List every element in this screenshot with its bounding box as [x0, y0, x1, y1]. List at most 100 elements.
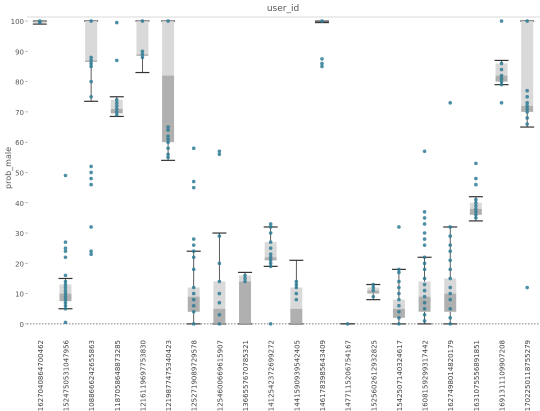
data-point: [474, 176, 478, 181]
box-lower-half: [239, 281, 252, 324]
data-point: [268, 225, 273, 229]
box-1441590939542405: [289, 259, 304, 325]
box-lower-half: [444, 293, 457, 312]
box-1608159299317442: [417, 149, 432, 325]
data-point: [166, 152, 170, 157]
data-point: [217, 300, 222, 305]
x-tick-label: 1542507140324617: [396, 340, 404, 411]
data-point: [397, 316, 401, 320]
data-point: [320, 19, 324, 23]
data-point: [397, 309, 401, 314]
data-point: [268, 322, 273, 326]
x-tick-label: 1702250118755279: [524, 340, 532, 411]
data-point: [63, 282, 68, 287]
y-tick-label: 50: [15, 169, 24, 177]
data-point: [320, 61, 324, 66]
data-point: [448, 243, 453, 247]
data-point: [422, 313, 427, 317]
x-tick-label: 1088666242655863: [88, 340, 96, 411]
data-point: [474, 210, 478, 214]
box-upper-half: [521, 21, 534, 106]
box-1461783985643409: [314, 19, 329, 69]
data-point: [499, 76, 504, 81]
box-lower-half: [162, 75, 175, 143]
box-1524750531047956: [58, 173, 73, 325]
data-point: [89, 55, 93, 60]
x-tick-label: 1631075556891851: [473, 340, 481, 411]
data-point: [525, 122, 529, 126]
data-point: [422, 267, 427, 272]
data-point: [268, 258, 273, 263]
data-point: [474, 161, 478, 166]
x-tick-label: 1524750531047956: [62, 339, 70, 411]
data-point: [63, 291, 68, 296]
data-point: [422, 294, 427, 299]
data-point: [448, 276, 453, 281]
box-1219877475340423: [161, 19, 176, 161]
data-point: [166, 134, 170, 138]
data-point: [114, 97, 119, 102]
data-point: [448, 101, 453, 105]
data-point: [422, 261, 427, 266]
data-point: [114, 58, 119, 63]
data-point: [268, 252, 273, 257]
box-upper-half: [162, 21, 175, 76]
data-point: [114, 113, 119, 117]
y-tick-label: 0: [20, 321, 24, 329]
data-point: [89, 225, 93, 229]
data-point: [217, 322, 222, 326]
y-tick-label: 40: [15, 200, 24, 208]
data-point: [63, 273, 68, 278]
box-series: [32, 19, 535, 326]
x-tick-label: 1187058648873285: [114, 340, 122, 411]
x-tick-label: 1627498014820179: [447, 340, 455, 411]
data-point: [448, 316, 453, 320]
data-point: [166, 140, 170, 144]
data-point: [525, 110, 529, 114]
data-point: [422, 255, 427, 260]
data-point: [191, 291, 196, 296]
data-point: [166, 19, 170, 23]
data-point: [63, 279, 68, 284]
data-point: [63, 288, 68, 293]
data-point: [499, 19, 504, 23]
box-1366557670785321: [238, 271, 253, 325]
data-point: [320, 64, 324, 69]
box-1216119697753830: [135, 19, 150, 74]
data-point: [140, 49, 145, 54]
data-point: [268, 261, 273, 266]
data-point: [191, 255, 196, 260]
data-point: [474, 213, 478, 217]
data-point: [525, 104, 529, 108]
data-point: [499, 82, 504, 87]
y-tick-label: 80: [15, 79, 24, 87]
data-point: [268, 222, 273, 226]
data-point: [422, 222, 427, 226]
box-1691311109907208: [494, 19, 509, 105]
data-point: [525, 101, 529, 105]
chart-title: user_id: [267, 4, 299, 14]
data-point: [140, 55, 145, 60]
data-point: [422, 288, 427, 293]
box-1627040864700462: [32, 19, 47, 25]
data-point: [422, 243, 427, 247]
x-tick-label: 1691311109907208: [499, 340, 507, 411]
data-point: [448, 306, 453, 311]
data-point: [371, 288, 376, 293]
data-point: [268, 231, 273, 235]
y-tick-label: 90: [15, 48, 24, 56]
data-point: [63, 255, 68, 260]
data-point: [89, 249, 93, 254]
box-1088666242655863: [84, 19, 99, 257]
x-axis: 1627040864700462 1524750531047956 10886662…: [37, 339, 532, 411]
data-point: [191, 285, 196, 290]
data-point: [89, 252, 93, 257]
box-upper-half: [85, 21, 98, 61]
data-point: [397, 267, 401, 272]
data-point: [397, 285, 401, 290]
data-point: [422, 231, 427, 235]
data-point: [166, 128, 170, 132]
data-point: [268, 255, 273, 260]
data-point: [191, 243, 196, 247]
data-point: [448, 322, 453, 326]
